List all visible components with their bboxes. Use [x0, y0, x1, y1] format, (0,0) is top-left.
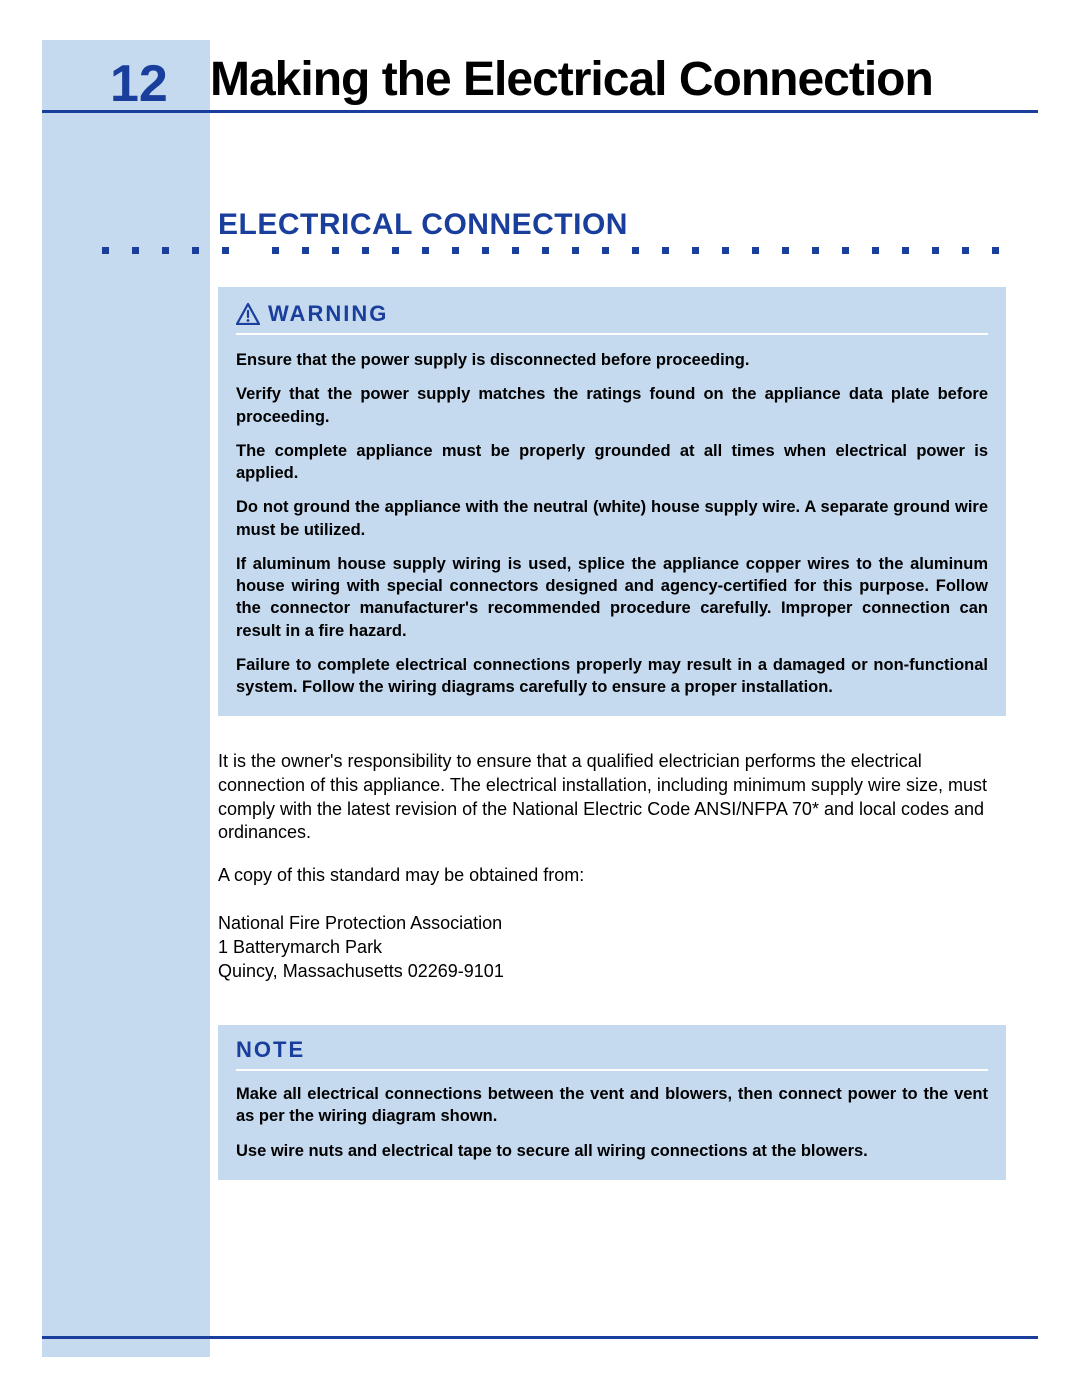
divider-dot [662, 247, 669, 254]
header-rule [42, 110, 1038, 113]
page-background: 12 Making the Electrical Connection ELEC… [42, 40, 1038, 1357]
divider-dot [362, 247, 369, 254]
address-line-1: National Fire Protection Association [218, 912, 1006, 936]
warning-paragraph: Verify that the power supply matches the… [236, 383, 988, 428]
warning-label: WARNING [268, 301, 388, 327]
divider-dot [102, 247, 109, 254]
warning-paragraph: Ensure that the power supply is disconne… [236, 349, 988, 371]
address-line-2: 1 Batterymarch Park [218, 936, 1006, 960]
divider-dot [812, 247, 819, 254]
divider-dot [782, 247, 789, 254]
warning-icon [236, 303, 260, 325]
divider-dot [512, 247, 519, 254]
warning-paragraph: The complete appliance must be properly … [236, 440, 988, 485]
warning-box: WARNING Ensure that the power supply is … [218, 287, 1006, 716]
divider-dot [332, 247, 339, 254]
divider-dot [842, 247, 849, 254]
note-box: NOTE Make all electrical connections bet… [218, 1025, 1006, 1180]
divider-dot [962, 247, 969, 254]
divider-dot [272, 247, 279, 254]
note-paragraph: Make all electrical connections between … [236, 1083, 988, 1128]
footer-rule [42, 1336, 1038, 1339]
divider-dot [392, 247, 399, 254]
warning-content: Ensure that the power supply is disconne… [236, 349, 988, 698]
divider-dot [162, 247, 169, 254]
divider-dot [722, 247, 729, 254]
body-paragraph-2: A copy of this standard may be obtained … [218, 864, 1006, 888]
warning-paragraph: Do not ground the appliance with the neu… [236, 496, 988, 541]
divider-dot [572, 247, 579, 254]
divider-dot [992, 247, 999, 254]
divider-dot [132, 247, 139, 254]
divider-dot [542, 247, 549, 254]
warning-header: WARNING [236, 301, 988, 335]
divider-dot [302, 247, 309, 254]
divider-dot [192, 247, 199, 254]
note-paragraph: Use wire nuts and electrical tape to sec… [236, 1140, 988, 1162]
warning-paragraph: Failure to complete electrical connectio… [236, 654, 988, 699]
divider-dot [452, 247, 459, 254]
warning-paragraph: If aluminum house supply wiring is used,… [236, 553, 988, 642]
divider-dot [902, 247, 909, 254]
divider-dot [872, 247, 879, 254]
divider-dot [932, 247, 939, 254]
divider-dot [422, 247, 429, 254]
page-number: 12 [110, 54, 168, 114]
divider-dot [752, 247, 759, 254]
divider-dot [222, 247, 229, 254]
divider-dot [602, 247, 609, 254]
note-label: NOTE [236, 1037, 305, 1062]
divider-dot [482, 247, 489, 254]
section-heading: ELECTRICAL CONNECTION [218, 208, 628, 242]
note-header: NOTE [236, 1037, 988, 1071]
address-line-3: Quincy, Massachusetts 02269-9101 [218, 960, 1006, 984]
divider-dot [632, 247, 639, 254]
chapter-title: Making the Electrical Connection [210, 52, 933, 107]
divider-dot [692, 247, 699, 254]
dotted-divider [42, 247, 1038, 257]
note-content: Make all electrical connections between … [236, 1083, 988, 1162]
body-paragraph-1: It is the owner's responsibility to ensu… [218, 750, 1006, 845]
